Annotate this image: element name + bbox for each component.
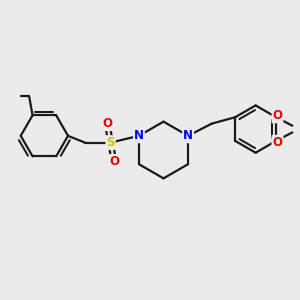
- Text: N: N: [134, 129, 144, 142]
- Text: S: S: [106, 136, 115, 149]
- Text: O: O: [102, 117, 112, 130]
- Text: N: N: [183, 129, 193, 142]
- Text: O: O: [109, 155, 119, 168]
- Text: O: O: [272, 136, 283, 149]
- Text: O: O: [272, 110, 283, 122]
